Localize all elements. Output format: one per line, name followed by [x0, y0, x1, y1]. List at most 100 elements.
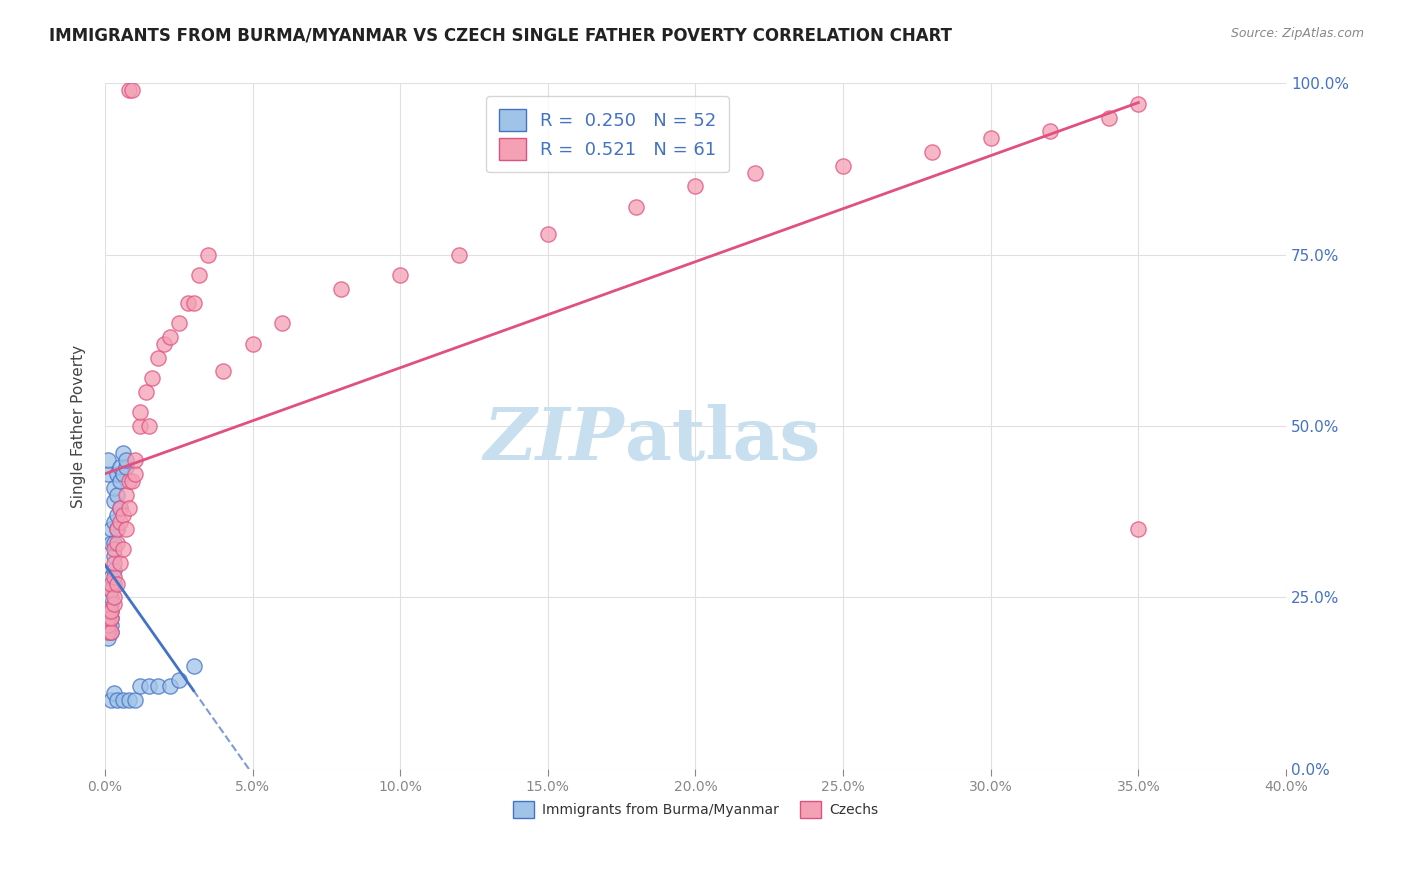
Point — [121, 83, 143, 97]
Point — [176, 295, 198, 310]
Point — [97, 604, 120, 618]
Point — [135, 384, 157, 399]
Point — [626, 200, 648, 214]
Point — [108, 460, 131, 475]
Point — [97, 611, 120, 625]
Point — [167, 673, 190, 687]
Point — [103, 535, 125, 549]
Point — [100, 535, 122, 549]
Point — [103, 576, 125, 591]
Point — [129, 419, 152, 434]
Legend: Immigrants from Burma/Myanmar, Czechs: Immigrants from Burma/Myanmar, Czechs — [508, 796, 883, 823]
Text: atlas: atlas — [624, 404, 820, 475]
Point — [105, 535, 128, 549]
Point — [153, 336, 176, 351]
Point — [537, 227, 560, 242]
Point — [685, 179, 707, 194]
Point — [117, 693, 139, 707]
Point — [97, 617, 120, 632]
Point — [100, 611, 122, 625]
Point — [111, 693, 134, 707]
Point — [97, 624, 120, 639]
Point — [1039, 124, 1062, 138]
Point — [100, 604, 122, 618]
Point — [124, 693, 146, 707]
Point — [108, 501, 131, 516]
Y-axis label: Single Father Poverty: Single Father Poverty — [72, 344, 86, 508]
Point — [1098, 111, 1121, 125]
Point — [111, 542, 134, 557]
Point — [100, 583, 122, 598]
Point — [100, 576, 122, 591]
Point — [103, 481, 125, 495]
Point — [117, 83, 139, 97]
Point — [111, 508, 134, 522]
Point — [100, 617, 122, 632]
Point — [105, 522, 128, 536]
Text: Source: ZipAtlas.com: Source: ZipAtlas.com — [1230, 27, 1364, 40]
Point — [1128, 522, 1150, 536]
Point — [105, 522, 128, 536]
Point — [114, 453, 136, 467]
Point — [97, 617, 120, 632]
Point — [108, 556, 131, 570]
Point — [105, 693, 128, 707]
Point — [129, 679, 152, 693]
Point — [242, 336, 264, 351]
Point — [159, 679, 181, 693]
Point — [129, 405, 152, 419]
Point — [103, 515, 125, 529]
Text: ZIP: ZIP — [484, 404, 624, 475]
Point — [330, 282, 353, 296]
Point — [97, 617, 120, 632]
Point — [105, 487, 128, 501]
Point — [108, 474, 131, 488]
Point — [105, 576, 128, 591]
Point — [124, 453, 146, 467]
Point — [114, 522, 136, 536]
Point — [103, 686, 125, 700]
Point — [97, 611, 120, 625]
Point — [111, 467, 134, 481]
Point — [114, 460, 136, 475]
Point — [832, 159, 855, 173]
Point — [103, 563, 125, 577]
Point — [103, 591, 125, 605]
Point — [108, 515, 131, 529]
Point — [105, 467, 128, 481]
Point — [103, 542, 125, 557]
Point — [103, 570, 125, 584]
Point — [1128, 97, 1150, 112]
Point — [100, 570, 122, 584]
Point — [103, 597, 125, 611]
Point — [980, 131, 1002, 145]
Point — [97, 611, 120, 625]
Point — [146, 679, 169, 693]
Point — [183, 295, 205, 310]
Point — [124, 467, 146, 481]
Point — [100, 624, 122, 639]
Point — [114, 487, 136, 501]
Point — [100, 624, 122, 639]
Point — [744, 165, 766, 179]
Point — [389, 268, 412, 283]
Point — [159, 330, 181, 344]
Point — [111, 446, 134, 460]
Point — [167, 316, 190, 330]
Point — [108, 501, 131, 516]
Point — [100, 604, 122, 618]
Point — [97, 624, 120, 639]
Point — [97, 453, 120, 467]
Point — [141, 371, 163, 385]
Point — [449, 248, 471, 262]
Point — [921, 145, 943, 159]
Point — [197, 248, 219, 262]
Point — [103, 549, 125, 564]
Point — [103, 556, 125, 570]
Point — [100, 522, 122, 536]
Point — [271, 316, 294, 330]
Point — [97, 611, 120, 625]
Point — [100, 611, 122, 625]
Point — [188, 268, 211, 283]
Point — [100, 693, 122, 707]
